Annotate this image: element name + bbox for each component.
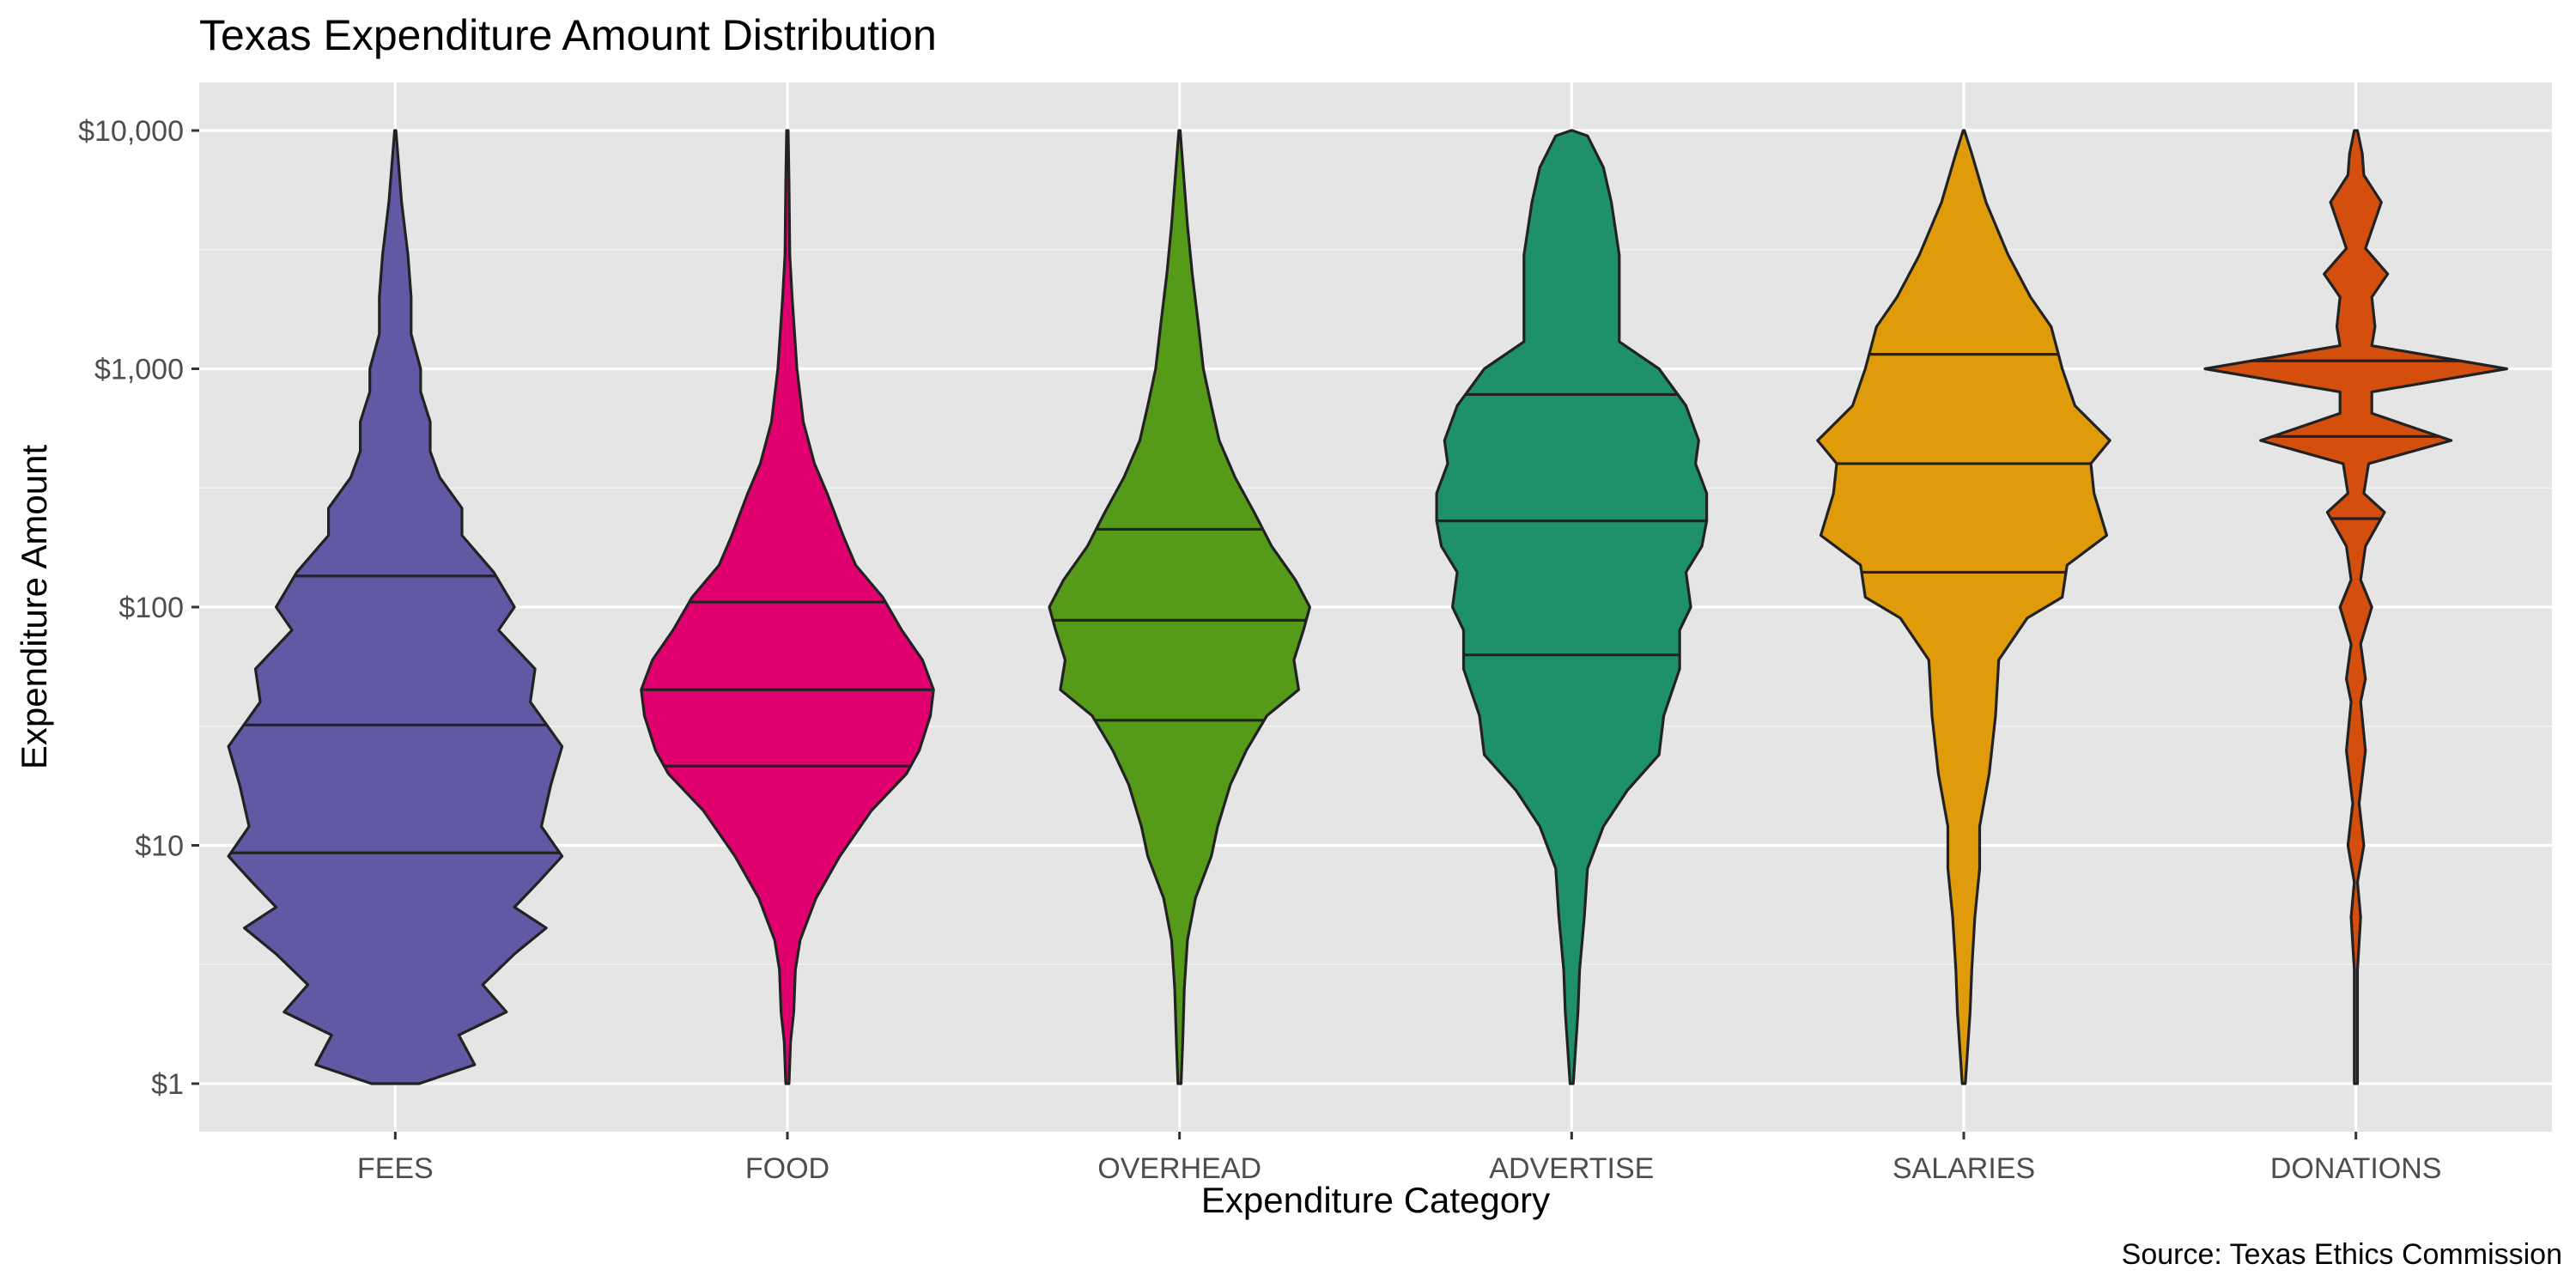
x-tick-label: ADVERTISE bbox=[1489, 1152, 1654, 1185]
y-tick-label: $1,000 bbox=[94, 354, 184, 386]
violin-layer bbox=[227, 129, 2508, 1085]
x-tick-label: FOOD bbox=[745, 1152, 829, 1185]
violin-shape bbox=[1048, 129, 1311, 1085]
source-caption: Source: Texas Ethics Commission bbox=[2122, 1238, 2562, 1271]
violin-shape bbox=[1435, 129, 1709, 1085]
y-axis-title: Expenditure Amount bbox=[14, 445, 54, 770]
minor-gridlines bbox=[199, 248, 2552, 966]
y-tick-label: $1 bbox=[151, 1068, 184, 1101]
x-tick-label: DONATIONS bbox=[2270, 1152, 2442, 1185]
x-tick-label: SALARIES bbox=[1893, 1152, 2035, 1185]
x-axis-ticks: FEES FOOD OVERHEAD ADVERTISE SALARIES DONATIO… bbox=[357, 1132, 2442, 1185]
x-axis-title: Expenditure Category bbox=[1201, 1180, 1550, 1220]
violin-fees bbox=[227, 129, 564, 1085]
y-tick-label: $10,000 bbox=[78, 115, 184, 148]
violin-shape bbox=[1816, 129, 2111, 1085]
y-axis-ticks: $1 $10 $100 $1,000 $10,000 bbox=[78, 115, 199, 1101]
violin-shape bbox=[640, 129, 935, 1085]
violin-donations bbox=[2203, 129, 2508, 1085]
violin-shape bbox=[227, 129, 564, 1085]
violin-food bbox=[640, 129, 935, 1085]
violin-overhead bbox=[1048, 129, 1311, 1085]
y-tick-label: $10 bbox=[135, 830, 184, 863]
chart-title: Texas Expenditure Amount Distribution bbox=[199, 11, 937, 59]
violin-shape bbox=[2203, 129, 2508, 1085]
violin-advertise bbox=[1435, 129, 1709, 1085]
y-tick-label: $100 bbox=[118, 592, 184, 624]
x-tick-label: FEES bbox=[357, 1152, 434, 1185]
x-tick-label: OVERHEAD bbox=[1097, 1152, 1261, 1185]
violin-salaries bbox=[1816, 129, 2111, 1085]
